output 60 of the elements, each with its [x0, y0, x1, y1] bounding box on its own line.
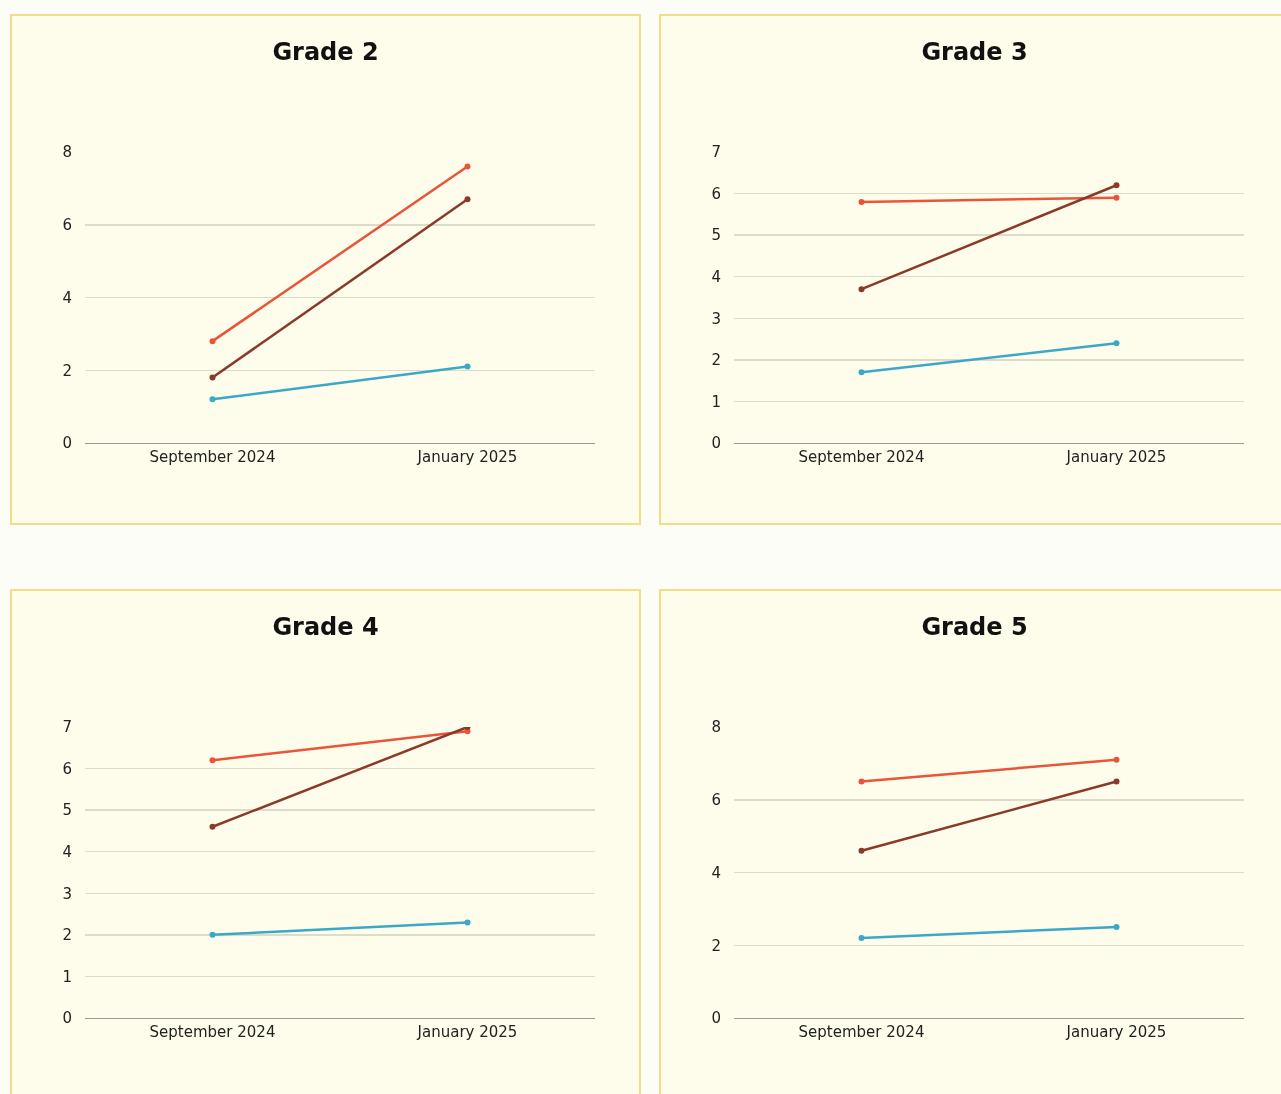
y-tick-label: 4 — [711, 267, 721, 286]
x-tick-label: January 2025 — [416, 448, 518, 466]
point — [464, 163, 471, 170]
point — [858, 778, 865, 785]
y-tick-label: 6 — [62, 759, 72, 778]
x-tick-label: January 2025 — [1065, 1023, 1167, 1041]
point — [209, 823, 216, 830]
y-tick-label: 4 — [62, 288, 72, 307]
point — [209, 374, 216, 381]
y-tick-label: 2 — [711, 936, 721, 955]
y-tick-label: 0 — [62, 434, 72, 453]
point — [464, 363, 471, 370]
point — [1113, 194, 1120, 201]
chart-title: Grade 3 — [921, 37, 1028, 66]
point — [209, 931, 216, 938]
y-tick-label: 1 — [62, 967, 72, 986]
point — [209, 338, 216, 345]
y-tick-label: 4 — [62, 842, 72, 861]
point — [209, 757, 216, 764]
x-tick-label: September 2024 — [149, 1023, 276, 1041]
y-tick-label: 4 — [711, 863, 721, 882]
y-tick-label: 2 — [62, 926, 72, 945]
y-tick-label: 0 — [711, 1009, 721, 1028]
chart-title: Grade 5 — [921, 612, 1028, 641]
y-tick-label: 6 — [711, 791, 721, 809]
y-tick-label: 6 — [711, 184, 721, 203]
y-tick-label: 0 — [711, 434, 721, 453]
point — [858, 286, 865, 293]
point — [1113, 924, 1120, 931]
y-tick-label: 1 — [711, 392, 721, 411]
x-tick-label: September 2024 — [798, 448, 925, 466]
point — [464, 919, 471, 926]
point — [1113, 340, 1120, 347]
chart-title: Grade 4 — [272, 612, 379, 641]
point — [1113, 756, 1120, 763]
point — [858, 369, 865, 376]
point — [464, 196, 471, 203]
point — [209, 396, 216, 403]
y-tick-label: 6 — [62, 216, 72, 234]
y-tick-label: 5 — [62, 801, 72, 820]
point — [858, 847, 865, 854]
y-tick-label: 2 — [62, 361, 72, 380]
y-tick-label: 2 — [711, 351, 721, 370]
point — [858, 198, 865, 205]
x-tick-label: September 2024 — [798, 1023, 925, 1041]
y-tick-label: 5 — [711, 226, 721, 245]
x-tick-label: January 2025 — [1065, 448, 1167, 466]
y-tick-label: 7 — [711, 143, 721, 162]
y-tick-label: 8 — [62, 143, 72, 162]
y-tick-label: 8 — [711, 718, 721, 737]
x-tick-label: September 2024 — [149, 448, 276, 466]
y-tick-label: 7 — [62, 718, 72, 737]
x-tick-label: January 2025 — [416, 1023, 518, 1041]
y-tick-label: 0 — [62, 1009, 72, 1028]
point — [1113, 778, 1120, 785]
y-tick-label: 3 — [711, 309, 721, 328]
y-tick-label: 3 — [62, 884, 72, 903]
point — [1113, 182, 1120, 189]
point — [858, 934, 865, 941]
chart-title: Grade 2 — [272, 37, 379, 66]
